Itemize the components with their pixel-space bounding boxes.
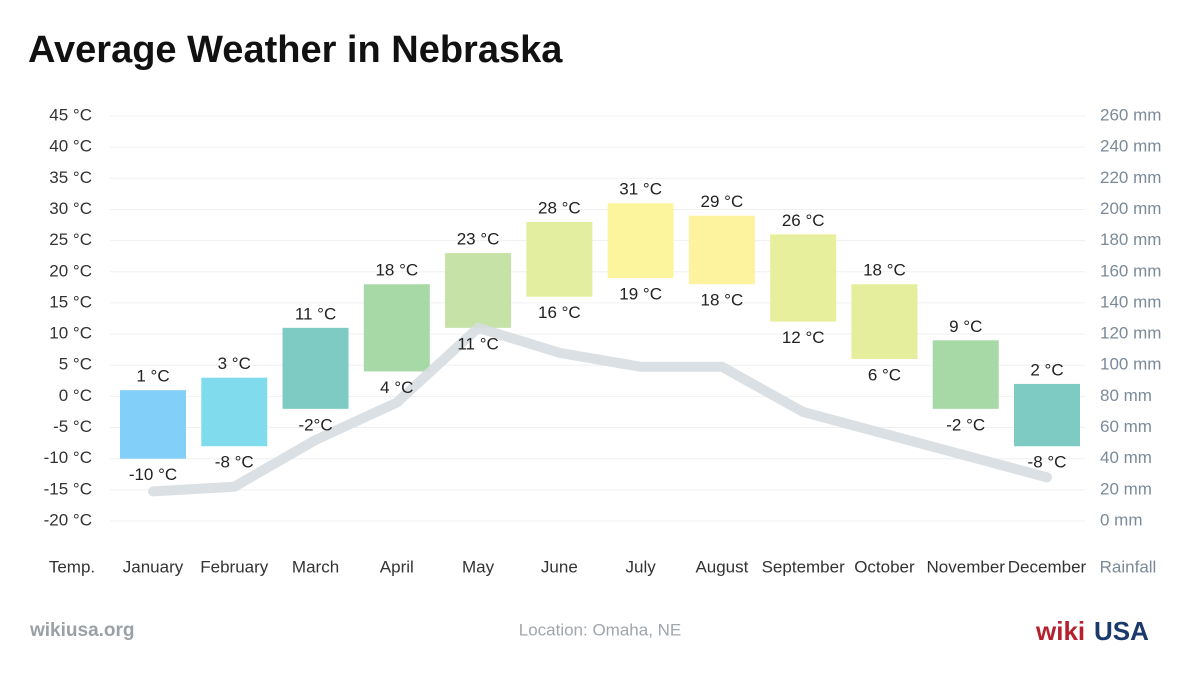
temp-bar <box>445 253 512 328</box>
temp-bar <box>120 390 186 459</box>
y-tick-label: 45 °C <box>49 105 92 124</box>
y2-tick-label: 240 mm <box>1100 137 1161 156</box>
y-tick-label: -5 °C <box>53 417 92 436</box>
high-label: 23 °C <box>457 230 500 249</box>
temp-bar <box>363 284 430 372</box>
y-tick-label: 5 °C <box>59 355 92 374</box>
temp-bar <box>201 377 268 447</box>
x-tick-label: February <box>200 557 269 576</box>
y2-tick-label: 160 mm <box>1100 261 1161 280</box>
y2-tick-label: 80 mm <box>1100 386 1152 405</box>
low-label: 4 °C <box>380 378 413 397</box>
low-label: 11 °C <box>457 334 498 353</box>
y2-tick-label: 180 mm <box>1100 230 1161 249</box>
low-label: -8 °C <box>215 453 254 472</box>
high-label: 29 °C <box>701 192 744 211</box>
y-tick-label: -20 °C <box>44 510 92 529</box>
y2-tick-label: 220 mm <box>1100 168 1161 187</box>
high-label: 18 °C <box>863 261 906 280</box>
low-label: 18 °C <box>701 291 744 310</box>
y2-tick-label: 260 mm <box>1100 105 1161 124</box>
high-label: 18 °C <box>375 261 418 280</box>
x-tick-label: December <box>1008 557 1087 576</box>
source: wikiusa.org <box>29 620 135 641</box>
y-tick-label: 25 °C <box>49 230 92 249</box>
logo-wiki: wiki <box>1035 616 1085 646</box>
x-tick-label: April <box>380 557 414 576</box>
y-tick-label: 35 °C <box>49 168 92 187</box>
x-tick-label: May <box>462 557 495 576</box>
temp-bar <box>688 215 755 285</box>
low-label: 16 °C <box>538 303 581 322</box>
high-label: 11 °C <box>295 304 336 323</box>
x-tick-label: August <box>695 557 748 576</box>
temp-bar <box>770 234 837 322</box>
y2-tick-label: 100 mm <box>1100 355 1161 374</box>
low-label: 19 °C <box>619 284 662 303</box>
y-tick-label: 15 °C <box>49 292 92 311</box>
x-tick-label: November <box>927 557 1006 576</box>
x-tick-label: July <box>626 557 657 576</box>
y2-tick-label: 200 mm <box>1100 199 1161 218</box>
temp-bar <box>1014 383 1080 447</box>
rainfall-line <box>148 322 1052 497</box>
y-tick-label: 30 °C <box>49 199 92 218</box>
high-label: 28 °C <box>538 198 581 217</box>
y2-tick-label: 0 mm <box>1100 510 1143 529</box>
y2-axis-label: Rainfall <box>1100 557 1157 576</box>
location: Location: Omaha, NE <box>519 620 682 639</box>
y2-tick-label: 120 mm <box>1100 324 1161 343</box>
high-label: 31 °C <box>619 180 662 199</box>
y-tick-label: -10 °C <box>44 448 92 467</box>
chart-title: Average Weather in Nebraska <box>28 29 563 71</box>
low-label: 12 °C <box>782 328 825 347</box>
high-label: 1 °C <box>136 367 169 386</box>
temp-bar <box>526 221 593 297</box>
y-tick-label: 0 °C <box>59 386 92 405</box>
y-axis-label: Temp. <box>49 557 95 576</box>
y-tick-label: -15 °C <box>44 479 92 498</box>
high-label: 2 °C <box>1030 360 1063 379</box>
low-label: -2°C <box>298 415 332 434</box>
x-tick-label: September <box>762 557 845 576</box>
y-tick-label: 10 °C <box>49 324 92 343</box>
low-label: -10 °C <box>129 465 177 484</box>
high-label: 3 °C <box>218 354 251 373</box>
low-label: -2 °C <box>946 415 985 434</box>
high-label: 9 °C <box>949 317 982 336</box>
y2-tick-label: 20 mm <box>1100 479 1152 498</box>
low-label: -8 °C <box>1028 453 1067 472</box>
y2-tick-label: 140 mm <box>1100 292 1161 311</box>
y-tick-label: 20 °C <box>49 261 92 280</box>
y-tick-label: 40 °C <box>49 137 92 156</box>
logo-usa: USA <box>1094 616 1149 646</box>
low-label: 6 °C <box>868 365 901 384</box>
temp-bar <box>851 284 918 359</box>
high-label: 26 °C <box>782 211 825 230</box>
x-tick-label: March <box>292 557 339 576</box>
y2-tick-label: 60 mm <box>1100 417 1152 436</box>
x-tick-label: January <box>123 557 184 576</box>
y2-tick-label: 40 mm <box>1100 448 1152 467</box>
temp-bar <box>607 203 674 278</box>
x-tick-label: June <box>541 557 578 576</box>
temp-bar <box>282 327 349 409</box>
temp-bar <box>932 340 999 409</box>
x-tick-label: October <box>854 557 915 576</box>
